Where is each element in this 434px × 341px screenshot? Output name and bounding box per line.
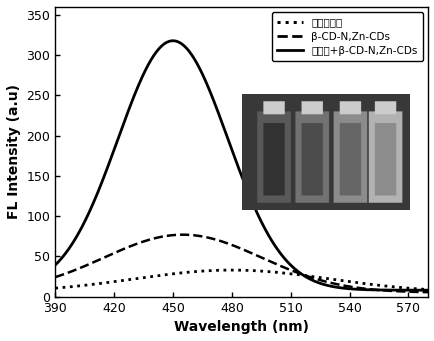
衍生物+β-CD-N,Zn-CDs	[53, 263, 58, 267]
组胺衍生物	[279, 271, 284, 275]
组胺衍生物	[290, 272, 295, 276]
Line: 组胺衍生物: 组胺衍生物	[55, 270, 427, 290]
β-CD-N,Zn-CDs	[180, 233, 185, 237]
衍生物+β-CD-N,Zn-CDs	[170, 39, 175, 43]
Legend: 组胺衍生物, β-CD-N,Zn-CDs, 衍生物+β-CD-N,Zn-CDs: 组胺衍生物, β-CD-N,Zn-CDs, 衍生物+β-CD-N,Zn-CDs	[271, 12, 422, 61]
衍生物+β-CD-N,Zn-CDs	[76, 232, 81, 236]
组胺衍生物	[269, 270, 274, 274]
衍生物+β-CD-N,Zn-CDs	[279, 253, 284, 257]
X-axis label: Wavelength (nm): Wavelength (nm)	[174, 320, 309, 334]
衍生物+β-CD-N,Zn-CDs	[269, 239, 274, 243]
组胺衍生物	[335, 278, 340, 282]
Line: β-CD-N,Zn-CDs: β-CD-N,Zn-CDs	[55, 235, 427, 292]
β-CD-N,Zn-CDs	[269, 260, 274, 264]
Y-axis label: FL Intensity (a.u): FL Intensity (a.u)	[7, 84, 21, 219]
组胺衍生物	[76, 284, 81, 288]
β-CD-N,Zn-CDs	[335, 282, 340, 286]
β-CD-N,Zn-CDs	[76, 267, 81, 271]
β-CD-N,Zn-CDs	[373, 288, 378, 292]
组胺衍生物	[228, 268, 233, 272]
β-CD-N,Zn-CDs	[290, 269, 295, 273]
β-CD-N,Zn-CDs	[424, 290, 430, 294]
衍生物+β-CD-N,Zn-CDs	[290, 265, 295, 269]
Line: 衍生物+β-CD-N,Zn-CDs: 衍生物+β-CD-N,Zn-CDs	[55, 41, 427, 290]
衍生物+β-CD-N,Zn-CDs	[373, 288, 378, 292]
β-CD-N,Zn-CDs	[53, 275, 58, 279]
组胺衍生物	[373, 283, 378, 287]
组胺衍生物	[424, 287, 430, 292]
衍生物+β-CD-N,Zn-CDs	[335, 285, 340, 290]
衍生物+β-CD-N,Zn-CDs	[424, 288, 430, 292]
组胺衍生物	[53, 286, 58, 290]
β-CD-N,Zn-CDs	[279, 265, 284, 269]
